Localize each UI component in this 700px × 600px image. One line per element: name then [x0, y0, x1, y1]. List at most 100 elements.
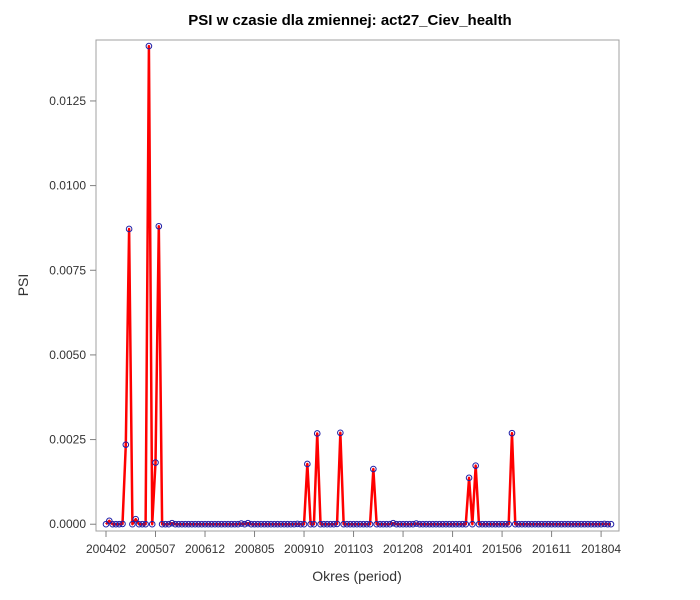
psi-point [492, 520, 499, 528]
psi-series-line [105, 44, 611, 526]
psi-point [284, 520, 291, 528]
psi-point [327, 520, 334, 528]
psi-point [419, 520, 427, 528]
psi-point [495, 520, 503, 528]
psi-point [330, 520, 338, 528]
psi-point [115, 520, 123, 528]
psi-point [162, 520, 169, 528]
psi-point [343, 520, 351, 528]
psi-point [360, 520, 367, 528]
x-tick-label: 201103 [334, 542, 373, 556]
psi-point [472, 462, 479, 469]
psi-point [165, 520, 173, 528]
psi-point [294, 520, 301, 528]
chart-title: PSI w czasie dla zmiennej: act27_Ciev_he… [188, 12, 512, 29]
psi-point [317, 520, 324, 528]
psi-point [528, 520, 536, 528]
psi-point [376, 520, 384, 528]
psi-point [172, 520, 179, 528]
psi-point [201, 520, 209, 528]
psi-point [208, 520, 215, 528]
psi-point [218, 520, 225, 528]
psi-point [574, 520, 582, 528]
psi-point [373, 520, 380, 528]
psi-point [221, 520, 229, 528]
psi-point [366, 520, 374, 528]
y-tick-label: 0.0000 [49, 517, 86, 531]
x-tick-label: 201804 [581, 542, 621, 556]
psi-point [538, 520, 545, 528]
psi-point [102, 520, 110, 528]
y-tick-label: 0.0125 [49, 94, 86, 108]
psi-point [475, 520, 483, 528]
x-tick-label: 200910 [284, 542, 324, 556]
psi-point [386, 520, 394, 528]
psi-point [274, 520, 281, 528]
psi-point [211, 520, 219, 528]
x-tick-label: 200507 [135, 542, 175, 556]
psi-point [356, 520, 364, 528]
psi-point [277, 520, 285, 528]
psi-point [515, 520, 522, 528]
psi-point [389, 519, 397, 527]
psi-point [125, 225, 133, 233]
psi-point [135, 520, 143, 528]
psi-point [587, 520, 595, 528]
psi-point [148, 520, 156, 528]
psi-point [261, 520, 268, 528]
psi-point [607, 520, 615, 528]
psi-point [224, 520, 232, 528]
psi-point [442, 520, 450, 528]
psi-point [287, 520, 295, 528]
psi-point [106, 517, 113, 525]
psi-point [459, 520, 466, 528]
psi-point [181, 520, 189, 528]
psi-point [485, 520, 493, 528]
psi-point [244, 519, 252, 527]
psi-point [412, 520, 420, 527]
psi-point [469, 520, 476, 528]
y-tick-label: 0.0100 [49, 179, 86, 193]
psi-point [429, 520, 437, 528]
psi-point [502, 520, 509, 528]
psi-point [505, 520, 512, 528]
psi-point [267, 520, 275, 528]
psi-point [498, 520, 506, 528]
psi-point [393, 520, 400, 528]
x-tick-label: 201506 [482, 542, 522, 556]
psi-point [564, 520, 572, 528]
psi-point [271, 520, 278, 528]
psi-point [241, 520, 248, 528]
psi-point [416, 520, 423, 528]
psi-point [132, 515, 140, 523]
psi-point [584, 520, 592, 528]
x-axis: 200402 200507 200612 200805 200910 201103 2012… [86, 531, 621, 556]
psi-point [518, 520, 526, 528]
psi-point [591, 520, 598, 528]
x-tick-label: 200805 [235, 542, 275, 556]
psi-point [561, 520, 569, 528]
psi-point [436, 520, 443, 528]
psi-point [320, 520, 328, 528]
psi-point [383, 520, 390, 528]
x-tick-label: 200402 [86, 542, 126, 556]
psi-point [449, 520, 456, 528]
series-psi [102, 42, 615, 528]
y-tick-label: 0.0075 [49, 263, 86, 277]
psi-point [214, 520, 222, 528]
psi-point [482, 520, 489, 528]
psi-point [535, 520, 542, 528]
psi-point [297, 520, 305, 528]
psi-point [439, 520, 446, 528]
x-tick-label: 201401 [433, 542, 473, 556]
psi-point [337, 429, 344, 437]
psi-point [508, 429, 516, 437]
psi-point [346, 520, 354, 528]
psi-point [350, 520, 357, 528]
psi-point [247, 520, 255, 528]
psi-point [577, 520, 585, 528]
x-axis-title: Okres (period) [312, 568, 401, 584]
psi-point [554, 520, 562, 528]
psi-point [601, 520, 608, 528]
psi-point [525, 520, 532, 528]
